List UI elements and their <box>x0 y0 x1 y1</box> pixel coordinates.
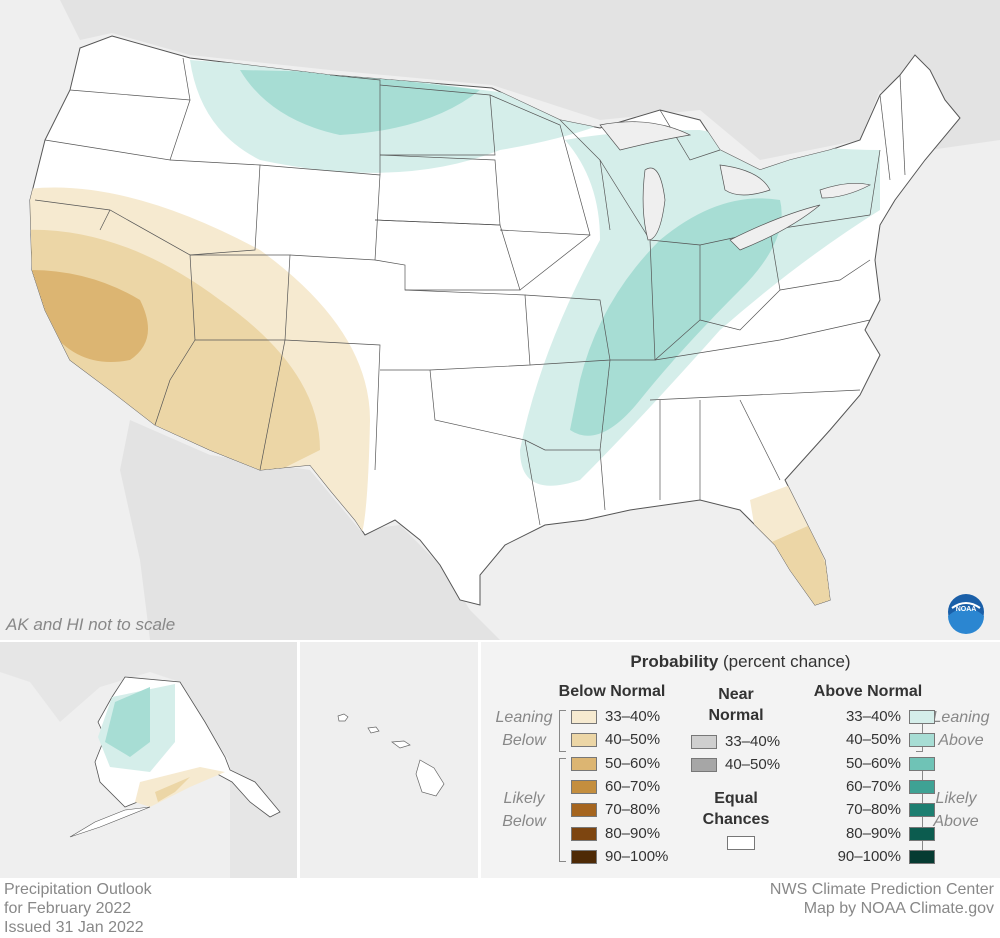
aleutian-islands <box>69 806 151 838</box>
scale-note: AK and HI not to scale <box>6 615 176 634</box>
caption-line-3: Issued 31 Jan 2022 <box>4 919 144 936</box>
above-normal-swatch <box>909 826 935 841</box>
hawaii-panel <box>300 642 478 878</box>
credit-caption: NWS Climate Prediction Center Map by NOA… <box>770 880 994 918</box>
leaning-below-label: Leaning Below <box>495 709 553 749</box>
alaska-below-leaning-inner <box>155 777 190 802</box>
above-normal-label: 70–80% <box>845 801 901 819</box>
above-normal-row: 33–40% <box>837 706 935 728</box>
above-normal-row: 40–50% <box>837 729 935 751</box>
likely-below-bracket <box>559 758 566 862</box>
equal-chances-heading: Equal Chances <box>702 790 770 828</box>
below-normal-swatch <box>571 779 597 794</box>
near-normal-swatch <box>691 735 717 749</box>
below-leaning-florida-inner <box>765 525 840 605</box>
alaska-above-leaning-inner <box>105 687 150 757</box>
likely-above-label: Likely Above <box>933 790 979 830</box>
below-normal-label: 50–60% <box>605 754 661 772</box>
below-normal-swatch <box>571 803 597 818</box>
below-normal-label: 90–100% <box>605 847 669 865</box>
legend-panel: Probability (percent chance) Below Norma… <box>481 642 1000 878</box>
below-normal-label: 80–90% <box>605 824 661 842</box>
noaa-logo-text: NOAA <box>956 606 977 613</box>
map-canvas: NOAA <box>0 0 1000 640</box>
below-normal-row: 60–70% <box>571 776 660 798</box>
above-normal-row: 70–80% <box>837 799 935 821</box>
below-normal-swatch <box>571 849 597 864</box>
below-normal-label: 33–40% <box>605 708 661 725</box>
above-normal-label: 80–90% <box>845 824 901 842</box>
above-normal-label: 60–70% <box>845 777 901 795</box>
above-normal-swatch <box>909 849 935 864</box>
above-normal-label: 50–60% <box>845 754 901 772</box>
alaska-panel <box>0 642 297 878</box>
above-normal-row: 80–90% <box>837 823 935 845</box>
near-normal-label: 33–40% <box>725 733 781 750</box>
lake-michigan <box>642 167 666 241</box>
above-normal-heading: Above Normal <box>813 683 923 700</box>
below-likely-50-60-region <box>30 270 148 362</box>
maui-island <box>391 740 411 749</box>
near-normal-row: 33–40% <box>691 731 780 753</box>
big-island <box>415 759 445 797</box>
lake-superior <box>599 121 692 151</box>
contiguous-us-map: NOAA AK and HI not to scale <box>0 0 1000 640</box>
above-normal-label: 90–100% <box>837 847 901 865</box>
hawaii-map <box>337 713 445 797</box>
above-normal-swatch <box>909 803 935 818</box>
below-normal-row: 70–80% <box>571 799 660 821</box>
lake-erie <box>729 204 821 251</box>
above-normal-swatch <box>909 779 935 794</box>
above-leaning-north-inner <box>240 70 480 135</box>
mexico-land <box>120 420 500 640</box>
below-normal-row: 33–40% <box>571 706 660 728</box>
caption-line-2: for February 2022 <box>4 900 132 917</box>
state-boundaries <box>34 57 906 526</box>
outlook-caption: Precipitation Outlook for February 2022 … <box>4 880 152 937</box>
above-leaning-east-inner <box>570 198 782 436</box>
below-normal-heading: Below Normal <box>558 683 666 700</box>
near-normal-swatch <box>691 758 717 773</box>
caption-line-1: Precipitation Outlook <box>4 881 152 898</box>
below-normal-row: 50–60% <box>571 753 660 775</box>
below-normal-swatch <box>571 756 597 771</box>
noaa-logo: NOAA <box>948 594 984 634</box>
above-normal-row: 60–70% <box>837 776 935 798</box>
above-normal-swatch <box>909 756 935 771</box>
kauai-island <box>337 713 349 722</box>
below-normal-swatch <box>571 710 597 724</box>
below-normal-label: 40–50% <box>605 731 661 749</box>
below-normal-swatch <box>571 826 597 841</box>
above-normal-row: 50–60% <box>837 753 935 775</box>
lake-huron <box>719 164 771 196</box>
leaning-below-bracket <box>559 710 566 752</box>
below-normal-row: 80–90% <box>571 823 660 845</box>
legend-title-rest: (percent chance) <box>718 652 851 671</box>
below-normal-swatch <box>571 733 597 748</box>
below-normal-label: 60–70% <box>605 777 661 795</box>
above-normal-swatch <box>909 710 935 724</box>
above-normal-row: 90–100% <box>837 846 935 868</box>
legend-title-bold: Probability <box>630 652 719 671</box>
credit-line-1: NWS Climate Prediction Center <box>769 881 994 898</box>
canada-land <box>0 0 1000 160</box>
equal-chances-swatch <box>727 836 755 850</box>
credit-line-2: Map by NOAA Climate.gov <box>803 900 994 917</box>
below-normal-row: 90–100% <box>571 846 668 868</box>
lake-ontario <box>819 183 871 199</box>
near-normal-heading: Near Normal <box>708 686 764 724</box>
alaska-map <box>0 642 297 878</box>
above-normal-swatch <box>909 733 935 748</box>
below-normal-row: 40–50% <box>571 729 660 751</box>
legend-title: Probability (percent chance) <box>481 652 1000 672</box>
oahu-island <box>367 726 380 734</box>
near-normal-row: 40–50% <box>691 754 780 776</box>
near-normal-label: 40–50% <box>725 756 781 774</box>
likely-below-label: Likely Below <box>502 790 546 830</box>
above-normal-label: 40–50% <box>845 731 901 749</box>
leaning-above-label: Leaning Above <box>932 709 990 749</box>
below-normal-label: 70–80% <box>605 801 661 819</box>
above-normal-label: 33–40% <box>845 708 901 725</box>
alaska-surroundings <box>0 642 297 878</box>
